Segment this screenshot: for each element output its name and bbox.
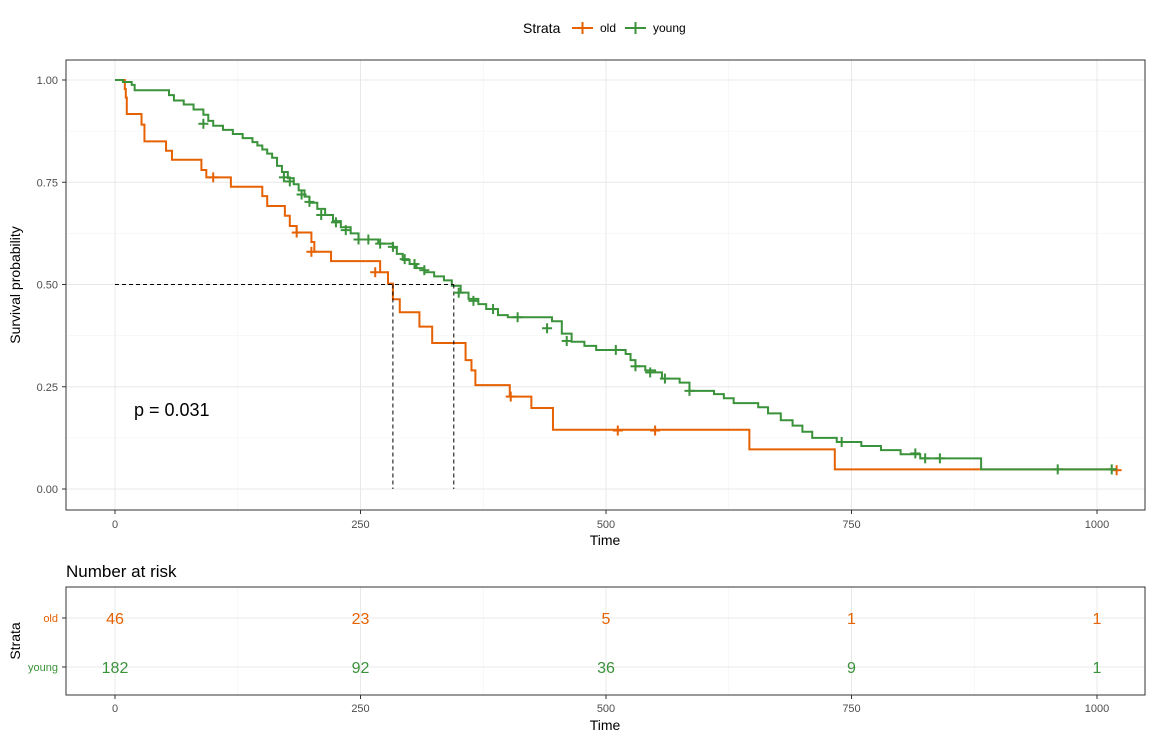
km-x-tick-label: 750 [842, 519, 860, 531]
censor-mark-young [304, 196, 315, 207]
risk-table-x-axis-label: Time [590, 717, 621, 733]
risk-cell-young: 36 [597, 660, 615, 677]
risk-cell-old: 46 [106, 611, 124, 628]
km-y-tick-label: 0.50 [37, 280, 58, 292]
risk-cell-old: 1 [847, 611, 856, 628]
censor-mark-young [316, 209, 327, 220]
censor-mark-young [340, 225, 351, 236]
censor-mark-young [399, 254, 410, 265]
km-y-tick-label: 1.00 [37, 75, 58, 87]
risk-cell-young: 1 [1093, 660, 1102, 677]
censor-mark-young [561, 335, 572, 346]
censor-mark-young [278, 172, 289, 183]
legend-item-young: young [625, 21, 686, 35]
km-y-ticks: 0.00 0.25 0.50 0.75 1.00 [37, 75, 66, 496]
censor-mark-young [453, 287, 464, 298]
censor-mark-young [363, 234, 374, 245]
risk-table-title: Number at risk [66, 562, 177, 581]
km-censor-marks [198, 118, 1122, 476]
censor-mark-old [208, 172, 219, 183]
censor-mark-young [1052, 464, 1063, 475]
km-grid [66, 60, 1145, 510]
censor-mark-young [468, 295, 479, 306]
km-y-tick-label: 0.75 [37, 177, 58, 189]
censor-mark-young [198, 118, 209, 129]
risk-table-y-axis-label: Strata [7, 622, 23, 660]
censor-mark-young [330, 217, 341, 228]
censor-mark-young [1106, 464, 1117, 475]
risk-x-tick-label: 250 [351, 703, 369, 715]
legend-label-old: old [600, 21, 616, 35]
censor-mark-young [920, 453, 931, 464]
p-value-annotation: p = 0.031 [134, 400, 210, 420]
legend-item-old: old [572, 21, 616, 35]
risk-cell-old: 5 [602, 611, 611, 628]
km-y-axis-label: Survival probability [7, 226, 23, 344]
risk-table-grid [66, 587, 1145, 695]
km-plot: 0 250 500 750 1000 0.00 0.25 0.50 0.75 1.00 p = … [7, 59, 1146, 548]
censor-mark-old [370, 267, 381, 278]
censor-mark-young [684, 385, 695, 396]
km-x-tick-label: 1000 [1085, 519, 1109, 531]
risk-table-cells: 46 23 5 1 1 182 92 36 9 1 [102, 611, 1102, 677]
risk-table-strata-labels: old young [28, 613, 66, 674]
censor-mark-young [375, 238, 386, 249]
censor-mark-young [836, 436, 847, 447]
legend-title: Strata [523, 20, 561, 36]
censor-mark-young [630, 361, 641, 372]
censor-mark-young [910, 448, 921, 459]
risk-x-tick-label: 500 [597, 703, 615, 715]
risk-table-x-ticks: 0 250 500 750 1000 [112, 695, 1109, 715]
risk-cell-old: 23 [352, 611, 370, 628]
censor-mark-young [512, 312, 523, 323]
risk-cell-young: 92 [352, 660, 370, 677]
km-x-axis-label: Time [590, 532, 621, 548]
risk-table: Number at risk 46 23 5 1 1 182 92 36 9 1 old young… [7, 562, 1146, 733]
censor-mark-young [419, 265, 430, 276]
censor-mark-young [610, 344, 621, 355]
censor-mark-young [934, 453, 945, 464]
risk-cell-young: 9 [847, 660, 856, 677]
censor-mark-young [353, 234, 364, 245]
km-x-tick-label: 250 [351, 519, 369, 531]
censor-mark-old [306, 246, 317, 257]
legend-label-young: young [653, 21, 686, 35]
censor-mark-young [296, 189, 307, 200]
km-x-tick-label: 500 [597, 519, 615, 531]
censor-mark-old [291, 227, 302, 238]
censor-mark-young [409, 259, 420, 270]
legend: Strata old young [523, 20, 686, 36]
risk-x-tick-label: 1000 [1085, 703, 1109, 715]
censor-mark-young [645, 367, 656, 378]
censor-mark-young [488, 304, 499, 315]
risk-cell-young: 182 [102, 660, 129, 677]
risk-x-tick-label: 750 [842, 703, 860, 715]
censor-mark-young [542, 323, 553, 334]
censor-mark-young [284, 176, 295, 187]
km-y-tick-label: 0.25 [37, 382, 58, 394]
censor-mark-young [659, 373, 670, 384]
censor-mark-old [612, 425, 623, 436]
censor-mark-young [387, 241, 398, 252]
risk-strata-label-old: old [43, 613, 58, 625]
censor-mark-old [650, 425, 661, 436]
km-median-lines [115, 284, 455, 489]
km-y-tick-label: 0.00 [37, 484, 58, 496]
risk-cell-old: 1 [1093, 611, 1102, 628]
km-x-ticks: 0 250 500 750 1000 [112, 510, 1109, 531]
risk-strata-label-young: young [28, 662, 58, 674]
km-x-tick-label: 0 [112, 519, 118, 531]
risk-x-tick-label: 0 [112, 703, 118, 715]
censor-mark-old [505, 391, 516, 402]
